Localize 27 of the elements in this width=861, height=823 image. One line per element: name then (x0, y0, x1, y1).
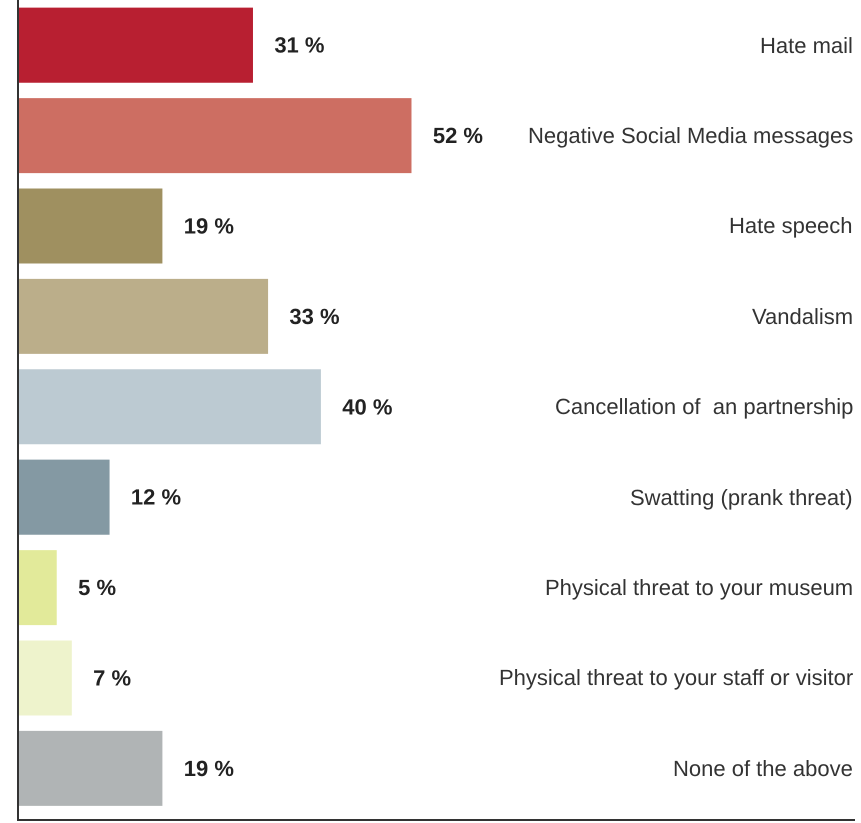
bar (19, 460, 110, 535)
y-tick-label: Vandalism (752, 304, 854, 329)
bar (19, 550, 57, 626)
bar (19, 188, 162, 264)
y-tick-label: None of the above (673, 756, 853, 781)
y-tick-label: Swatting (prank threat) (630, 485, 853, 510)
data-label: 52 % (432, 123, 483, 148)
bar (19, 640, 72, 716)
y-tick-label: Cancellation of an partnership (555, 394, 854, 419)
y-tick-label: Hate mail (760, 33, 853, 58)
y-tick-label: Hate speech (729, 213, 853, 238)
bar (19, 730, 162, 806)
y-tick-label: Physical threat to your museum (545, 575, 854, 600)
y-tick-label: Negative Social Media messages (528, 123, 854, 148)
data-label: 12 % (130, 484, 182, 510)
y-tick-label: Physical threat to your staff or visitor (499, 665, 854, 690)
data-label: 19 % (184, 213, 234, 238)
data-label: 19 % (184, 756, 234, 781)
data-label: 7 % (93, 665, 132, 690)
data-label: 5 % (78, 575, 116, 600)
data-label: 40 % (342, 394, 392, 420)
data-label: 31 % (274, 32, 324, 58)
bar (19, 278, 268, 354)
bar (19, 8, 253, 83)
data-label: 33 % (289, 304, 340, 329)
bar (19, 98, 412, 174)
bar (19, 369, 321, 444)
